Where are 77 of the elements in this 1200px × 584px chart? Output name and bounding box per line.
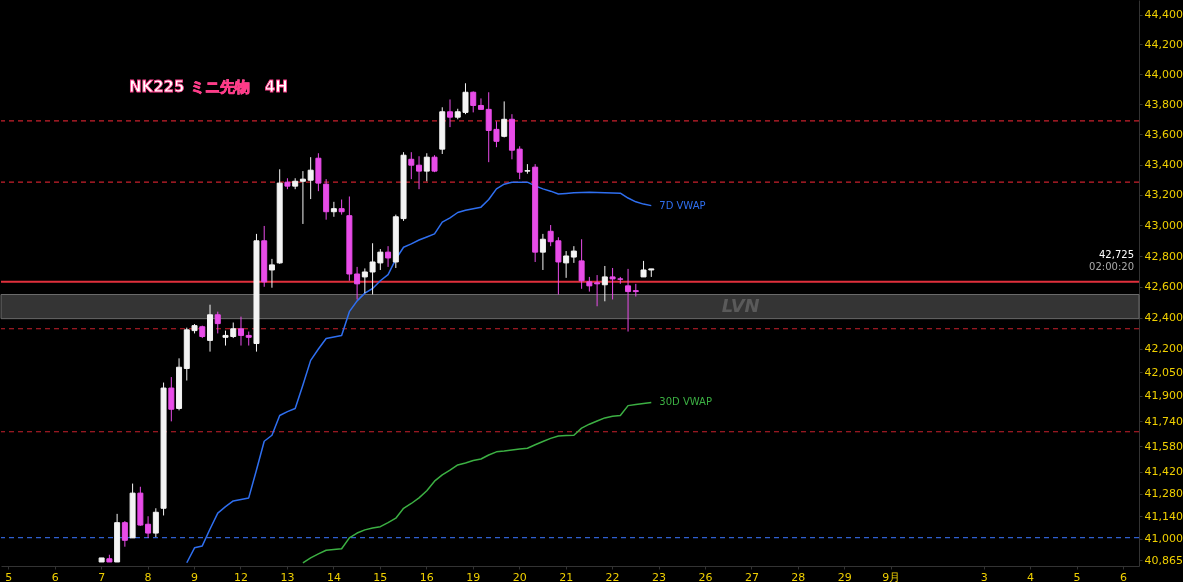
y-tick-label: 40,865 — [1144, 553, 1183, 567]
x-tick-label: 9月 — [882, 570, 901, 584]
x-tick-label: 15 — [373, 570, 388, 584]
candlestick — [447, 98, 454, 128]
candlestick — [601, 265, 608, 302]
x-tick-label: 4 — [1027, 570, 1035, 584]
annotation: 42,725 — [1099, 249, 1134, 260]
candlestick — [152, 507, 159, 538]
y-tick-label: 43,800 — [1144, 97, 1183, 111]
y-tick-label: 43,000 — [1144, 218, 1183, 232]
x-tick-label: 28 — [791, 570, 806, 584]
x-tick-label: 6 — [51, 570, 59, 584]
y-tick-label: 41,740 — [1144, 414, 1183, 428]
y-tick-label: 43,600 — [1144, 127, 1183, 141]
candlestick — [516, 145, 523, 180]
x-tick-label: 27 — [744, 570, 759, 584]
candlestick — [470, 90, 477, 113]
x-tick-label: 7 — [98, 570, 106, 584]
x-tick-label: 5 — [1073, 570, 1081, 584]
x-tick-label: 3 — [980, 570, 988, 584]
candlestick — [268, 258, 275, 289]
candlestick — [145, 515, 152, 539]
x-tick-label: 19 — [466, 570, 481, 584]
y-tick-label: 41,000 — [1144, 532, 1183, 546]
candlestick — [121, 520, 128, 548]
y-tick-label: 44,200 — [1144, 37, 1183, 51]
x-tick-label: 14 — [326, 570, 341, 584]
y-tick-label: 44,400 — [1144, 8, 1183, 22]
candlestick — [539, 233, 546, 271]
candlestick — [408, 151, 415, 180]
x-tick-label: 22 — [605, 570, 620, 584]
x-tick-label: 13 — [280, 570, 295, 584]
candlestick — [570, 245, 577, 264]
text: NK225 ミニ先物 4H — [129, 78, 288, 96]
annotation: 02:00:20 — [1089, 261, 1134, 272]
candlestick — [563, 250, 570, 279]
candlestick — [299, 170, 306, 225]
y-tick-label: 42,600 — [1144, 280, 1183, 294]
x-tick-label: 5 — [5, 570, 13, 584]
y-tick-label: 41,140 — [1144, 509, 1183, 523]
candlestick — [330, 201, 337, 218]
y-tick-label: 41,280 — [1144, 487, 1183, 501]
x-tick-label: 12 — [233, 570, 248, 584]
series-label: 30D VWAP — [659, 396, 712, 408]
candlestick — [307, 156, 314, 200]
candlestick — [214, 311, 221, 334]
x-tick-label: 9 — [191, 570, 199, 584]
x-tick-label: 29 — [837, 570, 852, 584]
y-tick-label: 44,000 — [1144, 67, 1183, 81]
candlestick — [477, 97, 484, 110]
x-tick-label: 8 — [144, 570, 152, 584]
y-tick-label: 42,200 — [1144, 342, 1183, 356]
candlestick — [578, 238, 585, 290]
x-tick-label: 23 — [652, 570, 667, 584]
candlestick — [501, 100, 508, 138]
candlestick — [416, 155, 423, 190]
candlestick — [237, 316, 244, 347]
y-tick-label: 43,200 — [1144, 188, 1183, 202]
candlestick — [423, 152, 430, 182]
y-tick-label: 42,800 — [1144, 249, 1183, 263]
y-tick-label: 42,400 — [1144, 311, 1183, 325]
line-series — [302, 401, 653, 564]
candlestick — [385, 245, 392, 268]
line-series — [186, 181, 653, 564]
y-tick-label: 43,400 — [1144, 158, 1183, 172]
candlestick — [625, 268, 632, 333]
y-tick-label: 42,050 — [1144, 365, 1183, 379]
x-tick-label: 20 — [512, 570, 527, 584]
candlestick — [168, 376, 175, 422]
x-tick-label: 26 — [698, 570, 713, 584]
x-tick-label: 16 — [419, 570, 434, 584]
y-tick-label: 41,420 — [1144, 465, 1183, 479]
y-tick-label: 41,580 — [1144, 439, 1183, 453]
series-label: 7D VWAP — [659, 199, 706, 211]
x-tick-label: 21 — [559, 570, 574, 584]
y-tick-label: 41,900 — [1144, 389, 1183, 403]
x-tick-label: 6 — [1120, 570, 1128, 584]
